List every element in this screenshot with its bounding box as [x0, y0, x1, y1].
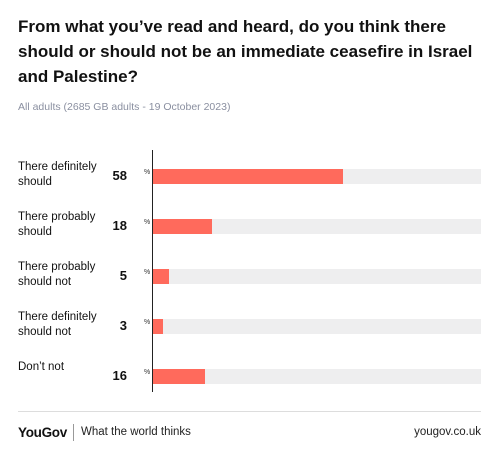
unit-label: %: [144, 369, 151, 376]
chart-row: Don’t not 16%: [0, 350, 499, 400]
chart-row: There definitely should 58%: [0, 150, 499, 200]
bar-chart: There definitely should 58% There probably…: [0, 150, 499, 400]
data-label: 3: [119, 318, 127, 333]
chart-title: From what you’ve read and heard, do you …: [18, 17, 473, 86]
bar: [153, 169, 344, 184]
bar: [153, 219, 213, 234]
footer-site-link[interactable]: yougov.co.uk: [414, 426, 481, 438]
category-label: There probably should: [18, 211, 96, 238]
category-label: There definitely should not: [18, 311, 97, 338]
bar-track: [153, 369, 481, 384]
data-label: 18: [112, 218, 127, 233]
chart-row: There definitely should not 3%: [0, 300, 499, 350]
bar-track: [153, 169, 481, 184]
category-axis-line: [152, 150, 153, 392]
bar: [153, 269, 170, 284]
chart-row: There probably should 18%: [0, 200, 499, 250]
bar: [153, 369, 206, 384]
footer-tagline: What the world thinks: [81, 426, 191, 438]
unit-label: %: [144, 319, 151, 326]
data-label: 16: [112, 368, 127, 383]
category-label: There definitely should: [18, 161, 97, 188]
data-label: 58: [112, 168, 127, 183]
category-label: There probably should not: [18, 261, 96, 288]
unit-label: %: [144, 219, 151, 226]
bar-track: [153, 269, 481, 284]
bar-track: [153, 219, 481, 234]
category-label: Don’t not: [18, 361, 65, 373]
chart-row: There probably should not 5%: [0, 250, 499, 300]
unit-label: %: [144, 269, 151, 276]
chart-subtitle: All adults (2685 GB adults - 19 October …: [18, 101, 231, 113]
footer-divider: [18, 411, 481, 412]
bar: [153, 319, 163, 334]
data-label: 5: [119, 268, 127, 283]
unit-label: %: [144, 169, 151, 176]
footer-separator: [73, 424, 74, 441]
yougov-logo[interactable]: YouGov: [18, 425, 67, 440]
bar-track: [153, 319, 481, 334]
